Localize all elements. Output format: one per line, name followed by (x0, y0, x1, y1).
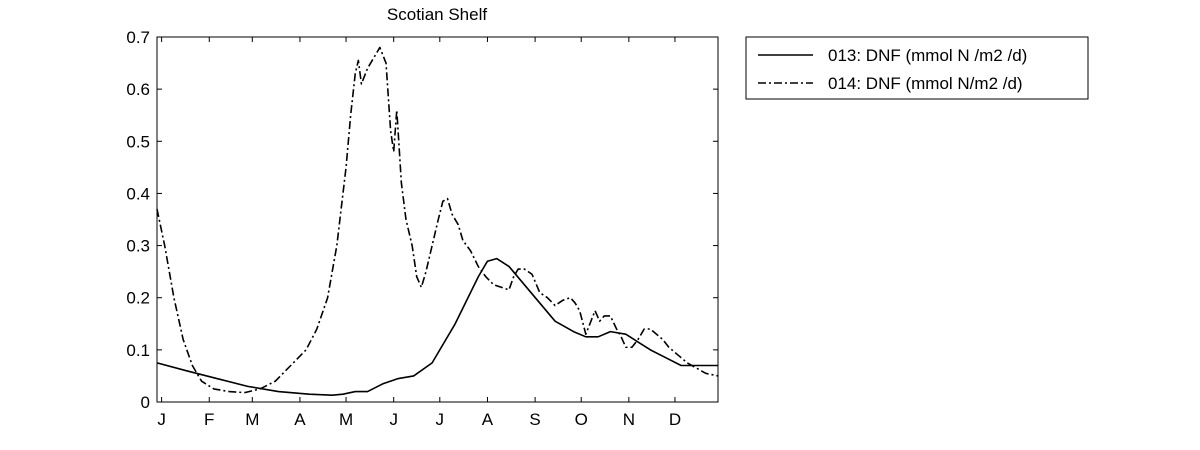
series-line-014 (156, 46, 719, 394)
y-axis: 0 0.1 0.2 0.3 0.4 0.5 0.6 0.7 (126, 28, 718, 412)
axes-box (156, 36, 719, 403)
x-tick-label: S (529, 410, 540, 429)
plot-lines (156, 46, 719, 397)
y-tick-label: 0.7 (126, 28, 150, 47)
legend: 013: DNF (mmol N /m2 /d) 014: DNF (mmol … (745, 36, 1089, 100)
legend-label-013: 013: DNF (mmol N /m2 /d) (828, 46, 1027, 65)
y-tick-label: 0.5 (126, 132, 150, 151)
x-tick-label: J (157, 410, 166, 429)
x-tick-label: J (436, 410, 445, 429)
y-tick-label: 0.6 (126, 80, 150, 99)
x-tick-label: A (482, 410, 494, 429)
y-tick-label: 0.2 (126, 289, 150, 308)
x-tick-label: O (575, 410, 588, 429)
series-line-013 (156, 257, 718, 397)
y-tick-label: 0.1 (126, 341, 150, 360)
legend-label-014: 014: DNF (mmol N/m2 /d) (828, 74, 1023, 93)
x-tick-label: N (623, 410, 635, 429)
x-tick-label: A (294, 410, 306, 429)
y-tick-label: 0 (141, 393, 150, 412)
legend-box (745, 36, 1089, 100)
x-tick-label: J (389, 410, 398, 429)
x-tick-label: M (245, 410, 259, 429)
chart-title: Scotian Shelf (387, 5, 487, 24)
x-tick-label: F (204, 410, 214, 429)
x-tick-label: M (339, 410, 353, 429)
y-tick-label: 0.3 (126, 237, 150, 256)
y-tick-label: 0.4 (126, 184, 150, 203)
x-tick-label: D (669, 410, 681, 429)
